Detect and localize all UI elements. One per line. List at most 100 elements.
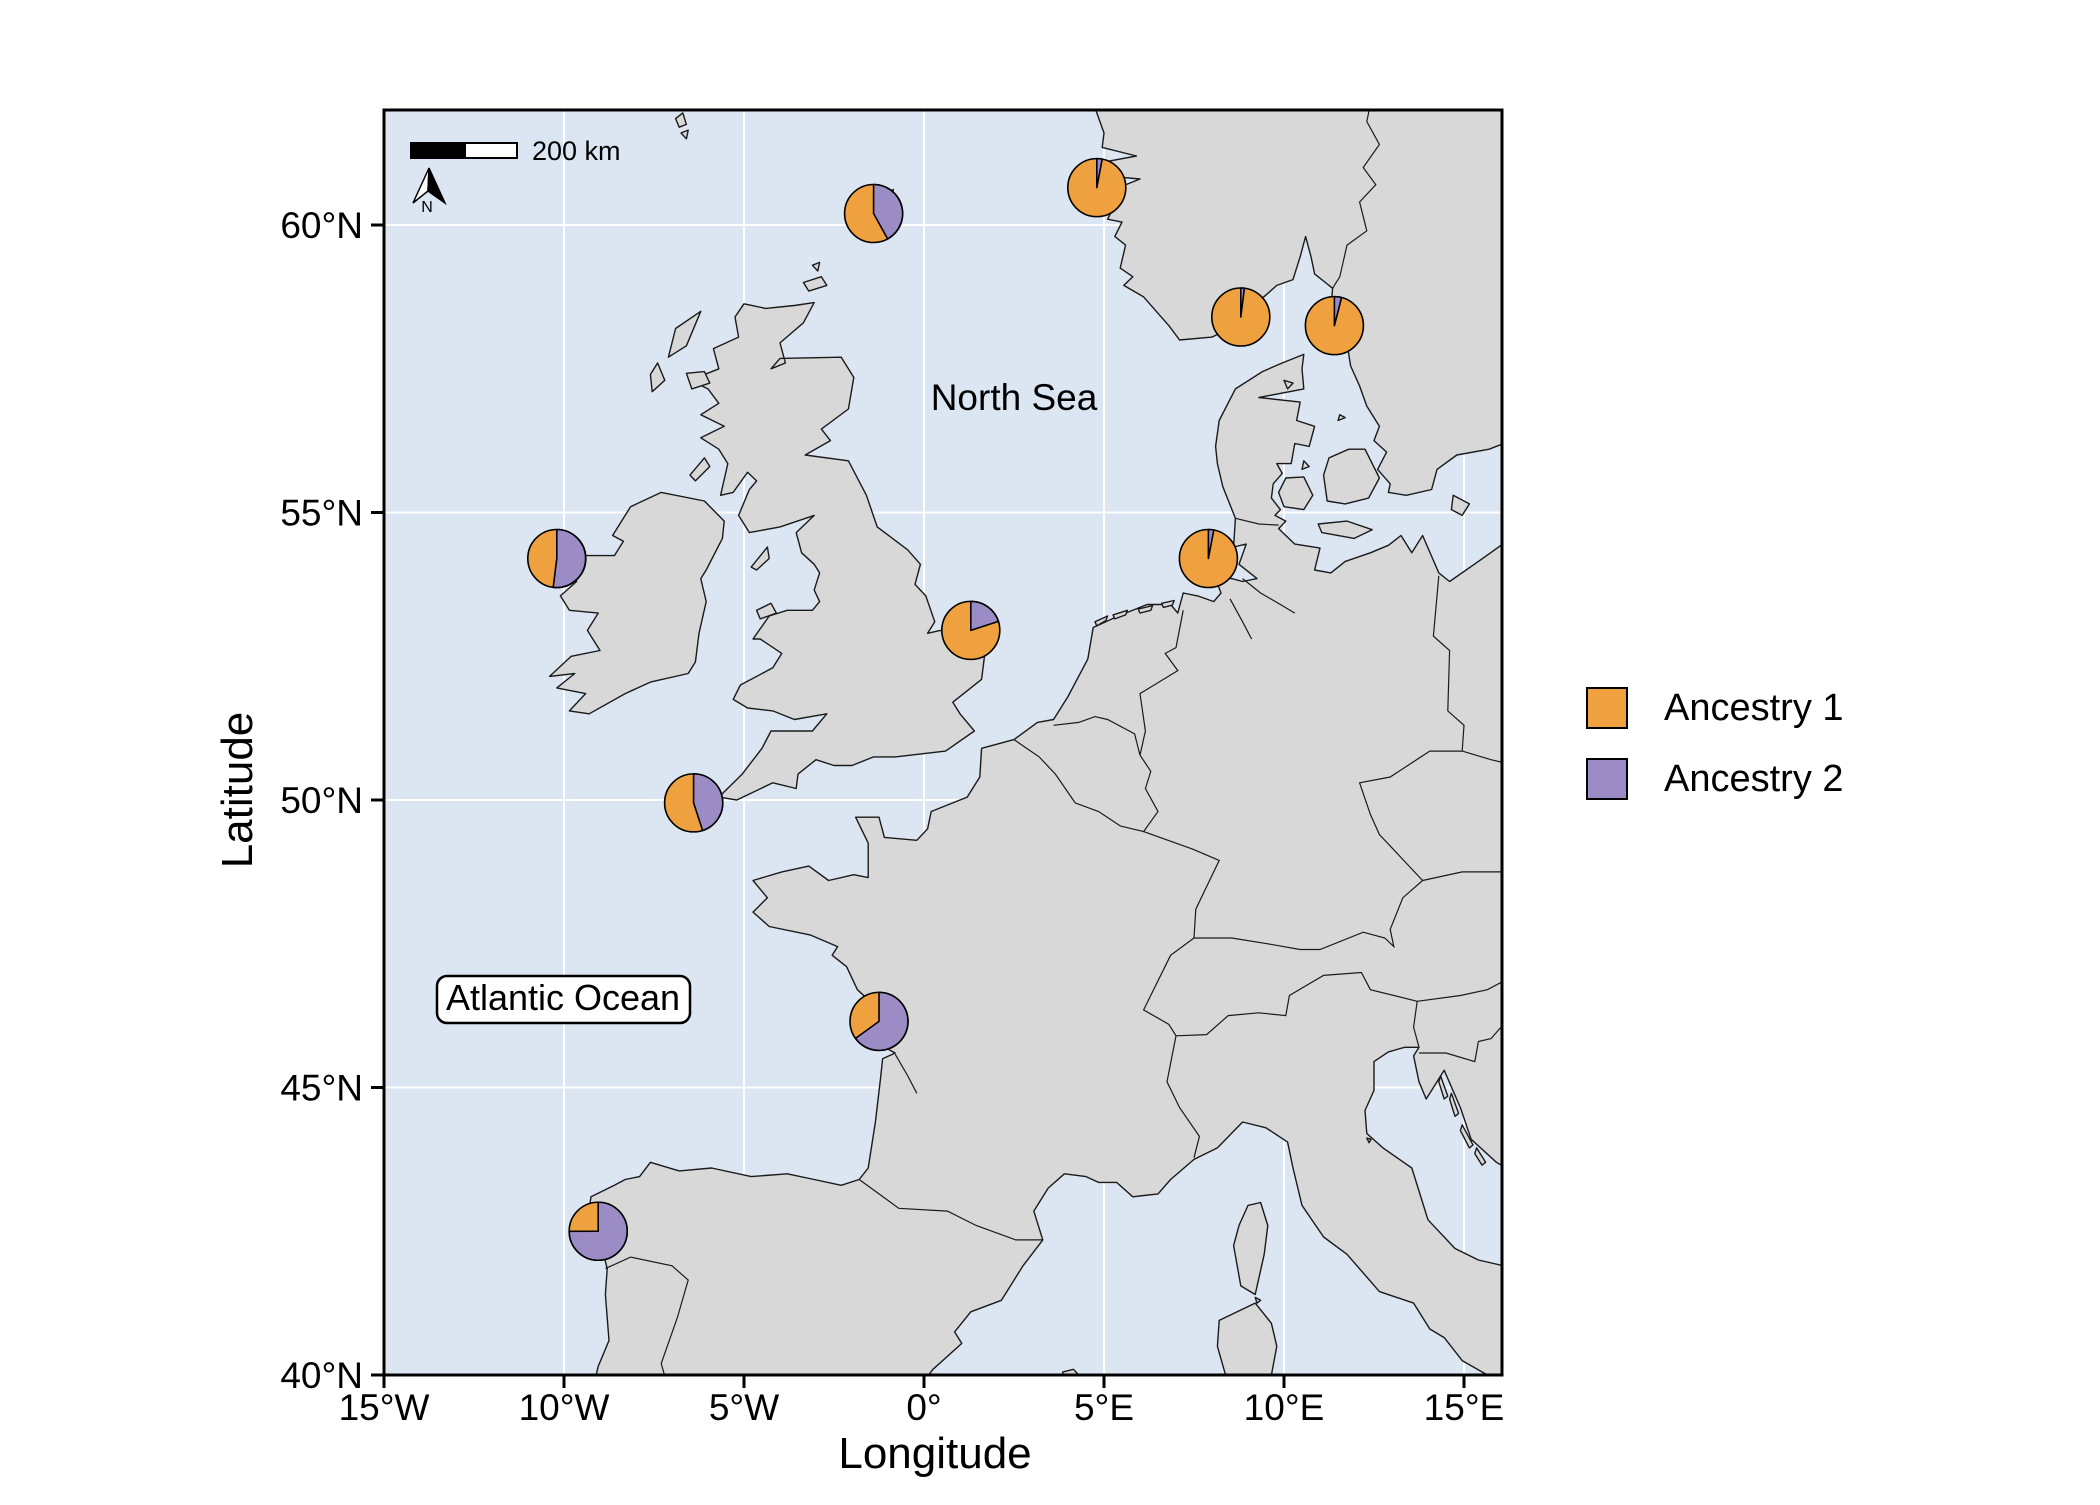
ancestry-pie-site-6 [1178,528,1239,589]
ancestry-pie-site-2 [1067,157,1127,218]
landmass [1018,1378,1043,1398]
ancestry-pie-site-5 [526,528,587,589]
country-border [1139,610,1184,756]
landmass [689,301,986,801]
scale-bar-empty [464,142,518,159]
north-arrow-right-wing [427,167,447,206]
ancestry-pie-site-4 [1304,295,1365,356]
atlantic-ocean-box [435,974,692,1025]
x-axis-tick-label: 15°E [1424,1387,1505,1428]
landmass [1317,520,1373,540]
pie-slice-ancestry2 [552,528,587,589]
atlantic-ocean-labelbox: Atlantic Ocean [435,974,692,1025]
country-border [1462,750,1502,763]
landmass [1366,1137,1372,1144]
landmass [1513,392,1526,421]
landmass [1459,1124,1474,1149]
legend-swatch-ancestry1 [1586,687,1628,729]
legend-item-1: Ancestry 1 [1586,687,1844,729]
legend-item-2: Ancestry 2 [1586,758,1844,800]
ancestry-pie-site-7 [940,600,1001,661]
ancestry-pie-site-10 [568,1201,629,1262]
landmass [1254,1296,1262,1304]
landmass [1232,1201,1269,1296]
x-axis-tick-label: 0° [906,1387,941,1428]
pie-slice-ancestry2 [1207,528,1215,560]
country-border [1422,871,1502,882]
pie-slice-ancestry2 [1096,157,1103,189]
legend-label: Ancestry 2 [1664,757,1844,800]
river [894,1053,918,1094]
landmass [674,112,688,128]
landmass [1137,604,1154,614]
country-border [1432,575,1465,752]
landmass [1322,448,1381,505]
y-axis-tick-label: 50°N [280,780,363,821]
landmass [1216,1302,1278,1375]
legend: Ancestry 1 Ancestry 2 [1586,687,1844,829]
ancestry-pies-layer [526,157,1365,1262]
country-border [605,1256,689,1375]
pie-slice-ancestry2 [854,991,909,1052]
north-arrow-icon: N [412,167,447,216]
landmass [1112,609,1129,620]
ancestry-pie-site-8 [663,773,724,833]
landmass [755,602,778,620]
pie-slice-ancestry2 [1240,287,1246,318]
x-axis-tick-label: 5°W [709,1387,779,1428]
scale-bar: 200 km [410,136,621,166]
north-sea-label: North Sea [931,377,1098,418]
landmass [1448,1092,1460,1118]
legend-label: Ancestry 1 [1664,686,1844,729]
landmass [685,370,711,390]
x-axis-tick-label: 5°E [1074,1387,1134,1428]
landmass [667,310,702,358]
landmass [1277,476,1314,511]
x-axis-title: Longitude [838,1429,1031,1478]
landmass [649,362,666,393]
scale-bar-label: 200 km [532,136,621,166]
y-axis-tick-label: 55°N [280,493,363,534]
landmass [1438,1075,1449,1100]
landmass [1160,599,1175,609]
country-border [858,1179,1043,1241]
country-border [1417,981,1502,1002]
y-axis-tick-label: 45°N [280,1068,363,1109]
country-border [1300,880,1423,951]
y-axis-tick-label: 40°N [280,1355,363,1396]
ancestry-pie-site-1 [843,183,904,244]
river [1229,598,1253,640]
landmass [750,546,770,571]
country-border [1053,715,1141,756]
ancestry-pie-site-3 [1211,287,1271,347]
y-axis-tick-label: 60°N [280,205,363,246]
landmass [1283,379,1294,390]
country-border [1358,750,1463,881]
pie-slice-ancestry2 [872,183,904,240]
scale-bar-filled [410,142,466,159]
legend-swatch-ancestry2 [1586,758,1628,800]
x-axis-tick-label: 10°E [1244,1387,1325,1428]
country-border [1235,517,1279,526]
landmass [680,129,689,140]
pie-slice-ancestry2 [1333,295,1343,327]
landmass [1094,615,1109,627]
landmass [1474,1147,1487,1166]
ancestry-pie-site-9 [849,991,909,1052]
country-border [1332,110,1381,289]
y-axis-title: Latitude [213,712,262,869]
country-border [1194,937,1301,951]
country-border [1013,739,1121,827]
land-layer [548,110,1526,1398]
x-axis-tick-label: 10°W [519,1387,610,1428]
landmass [1450,494,1471,517]
country-border [1419,1025,1502,1063]
pie-slice-ancestry2 [692,773,724,832]
x-axis-tick-label: 15°W [339,1387,430,1428]
landmass [811,261,821,272]
country-border [1175,971,1420,1048]
axis-layer: 15°W 10°W 5°W 0° 5°E 10°E 15°E 60°N 55°N 50°N 45°N… [280,205,1504,1428]
river [1242,578,1296,614]
